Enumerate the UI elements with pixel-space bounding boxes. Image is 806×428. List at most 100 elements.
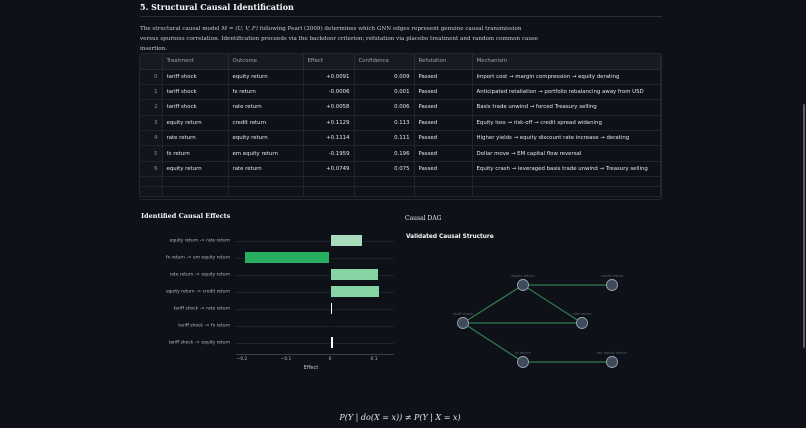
cell-mechanism: Dollar move → EM capital flow reversal: [472, 145, 661, 162]
header-confidence[interactable]: Confidence: [354, 54, 415, 70]
chart-gridline: [236, 292, 394, 293]
dag-edge: [522, 284, 583, 324]
chart-category-label: equity return -> rate return: [169, 238, 230, 244]
cell-refutation: Passed: [414, 161, 473, 178]
table-row[interactable]: 1 tariff shock fx return -0.0006 0.001 Passed…: [140, 84, 661, 101]
empty-cell: [162, 176, 229, 188]
cell-treatment: tariff shock: [162, 69, 229, 85]
chart-category-label: tariff shock -> equity return: [168, 340, 230, 346]
chart-category-label: fx return -> em equity return: [165, 255, 230, 261]
scrollbar-thumb[interactable]: [803, 104, 805, 348]
cell-outcome: equity return: [228, 69, 304, 85]
dag-node-tariff-shock[interactable]: [457, 317, 469, 329]
cell-effect: +0.0058: [303, 99, 355, 116]
chart-x-tick: 0.1: [370, 357, 378, 362]
dag-node-label: fx return: [515, 351, 531, 355]
cell-treatment: equity return: [162, 115, 229, 132]
header-effect[interactable]: Effect: [303, 54, 355, 70]
chart-gridline: [236, 241, 394, 242]
cell-confidence: 0.075: [354, 161, 415, 178]
chart-bar[interactable]: [330, 302, 333, 315]
cell-effect: +0.0091: [303, 69, 355, 85]
chart-bar[interactable]: [330, 268, 380, 281]
section-title: 5. Structural Causal Identification: [140, 2, 294, 12]
do-calculus-formula: P(Y | do(X = x)) ≠ P(Y | X = x): [339, 413, 461, 422]
table-row[interactable]: 6 equity return rate return +0.0749 0.075 Pas…: [140, 161, 661, 178]
table-empty-row: [140, 186, 661, 198]
chart-x-tick: 0: [328, 357, 332, 362]
dag-node-fx-return[interactable]: [517, 356, 529, 368]
cell-effect: +0.0749: [303, 161, 355, 178]
cell-treatment: tariff shock: [162, 99, 229, 116]
cell-idx: 4: [140, 130, 163, 147]
cell-outcome: fx return: [228, 84, 304, 101]
effects-chart-title: Identified Causal Effects: [141, 212, 231, 220]
chart-category-label: rate return -> equity return: [169, 272, 230, 278]
chart-gridline: [236, 275, 394, 276]
cell-refutation: Passed: [414, 99, 473, 116]
dag-node-rate-return[interactable]: [576, 317, 588, 329]
cell-effect: -0.1959: [303, 145, 355, 162]
empty-cell: [354, 186, 415, 198]
table-row[interactable]: 2 tariff shock rate return +0.0058 0.006 Pass…: [140, 99, 661, 116]
cell-refutation: Passed: [414, 84, 473, 101]
cell-mechanism: Higher yields → equity discount rate inc…: [472, 130, 661, 147]
empty-cell: [472, 176, 661, 188]
table-row[interactable]: 5 fx return em equity return -0.1959 0.196 Pa…: [140, 145, 661, 162]
cell-confidence: 0.001: [354, 84, 415, 101]
table-row[interactable]: 0 tariff shock equity return +0.0091 0.009 Pa…: [140, 69, 661, 85]
dag-node-label: equity return: [511, 274, 534, 278]
cell-treatment: fx return: [162, 145, 229, 162]
cell-mechanism: Import cost → margin compression → equit…: [472, 69, 661, 85]
dag-node-credit-return[interactable]: [606, 279, 618, 291]
dag-edge: [462, 322, 524, 363]
chart-gridline: [236, 326, 394, 327]
chart-category-label: equity return -> credit return: [165, 289, 230, 295]
cell-refutation: Passed: [414, 69, 473, 85]
table-header-row: Treatment Outcome Effect Confidence Refu…: [140, 54, 661, 70]
chart-gridline: [236, 309, 394, 310]
dag-node-equity-return[interactable]: [517, 279, 529, 291]
dag-node-label: credit return: [601, 274, 623, 278]
empty-cell: [472, 186, 661, 198]
chart-bar[interactable]: [243, 251, 330, 264]
cell-effect: -0.0006: [303, 84, 355, 101]
cell-treatment: rate return: [162, 130, 229, 147]
dag-section-label: Causal DAG: [405, 215, 442, 222]
header-outcome[interactable]: Outcome: [228, 54, 304, 70]
dag-node-label: tariff shock: [453, 312, 474, 316]
empty-cell: [140, 186, 163, 198]
intro-text-pre: The structural causal model: [140, 26, 222, 32]
cell-idx: 5: [140, 145, 163, 162]
empty-cell: [228, 186, 304, 198]
causal-dag-graph: tariff shock equity return credit return ra…: [453, 274, 627, 368]
cell-outcome: credit return: [228, 115, 304, 132]
header-mechanism[interactable]: Mechanism: [472, 54, 661, 70]
cell-refutation: Passed: [414, 130, 473, 147]
chart-bar[interactable]: [330, 336, 334, 349]
chart-bar[interactable]: [328, 319, 331, 332]
header-refutation[interactable]: Refutation: [414, 54, 473, 70]
header-treatment[interactable]: Treatment: [162, 54, 229, 70]
empty-cell: [414, 176, 473, 188]
dag-node-em-equity-return[interactable]: [606, 356, 618, 368]
table-row[interactable]: 3 equity return credit return +0.1129 0.113 P…: [140, 115, 661, 132]
chart-x-tick: −0.2: [236, 357, 248, 362]
intro-math: M = (U, V, F): [221, 26, 258, 32]
cell-idx: 0: [140, 69, 163, 85]
header-index[interactable]: [140, 54, 163, 70]
cell-mechanism: Equity crash → leveraged basis trade unw…: [472, 161, 661, 178]
causal-effects-table[interactable]: Treatment Outcome Effect Confidence Refu…: [139, 53, 662, 200]
chart-bar[interactable]: [330, 234, 363, 247]
cell-confidence: 0.111: [354, 130, 415, 147]
chart-x-axis: [236, 354, 394, 355]
cell-outcome: equity return: [228, 130, 304, 147]
page-scrollbar[interactable]: [802, 0, 806, 428]
empty-cell: [228, 176, 304, 188]
table-row[interactable]: 4 rate return equity return +0.1114 0.111 Pas…: [140, 130, 661, 147]
cell-idx: 3: [140, 115, 163, 132]
chart-bar[interactable]: [330, 285, 380, 298]
table-empty-row: [140, 176, 661, 188]
chart-x-axis-label: Effect: [303, 365, 319, 371]
cell-effect: +0.1129: [303, 115, 355, 132]
